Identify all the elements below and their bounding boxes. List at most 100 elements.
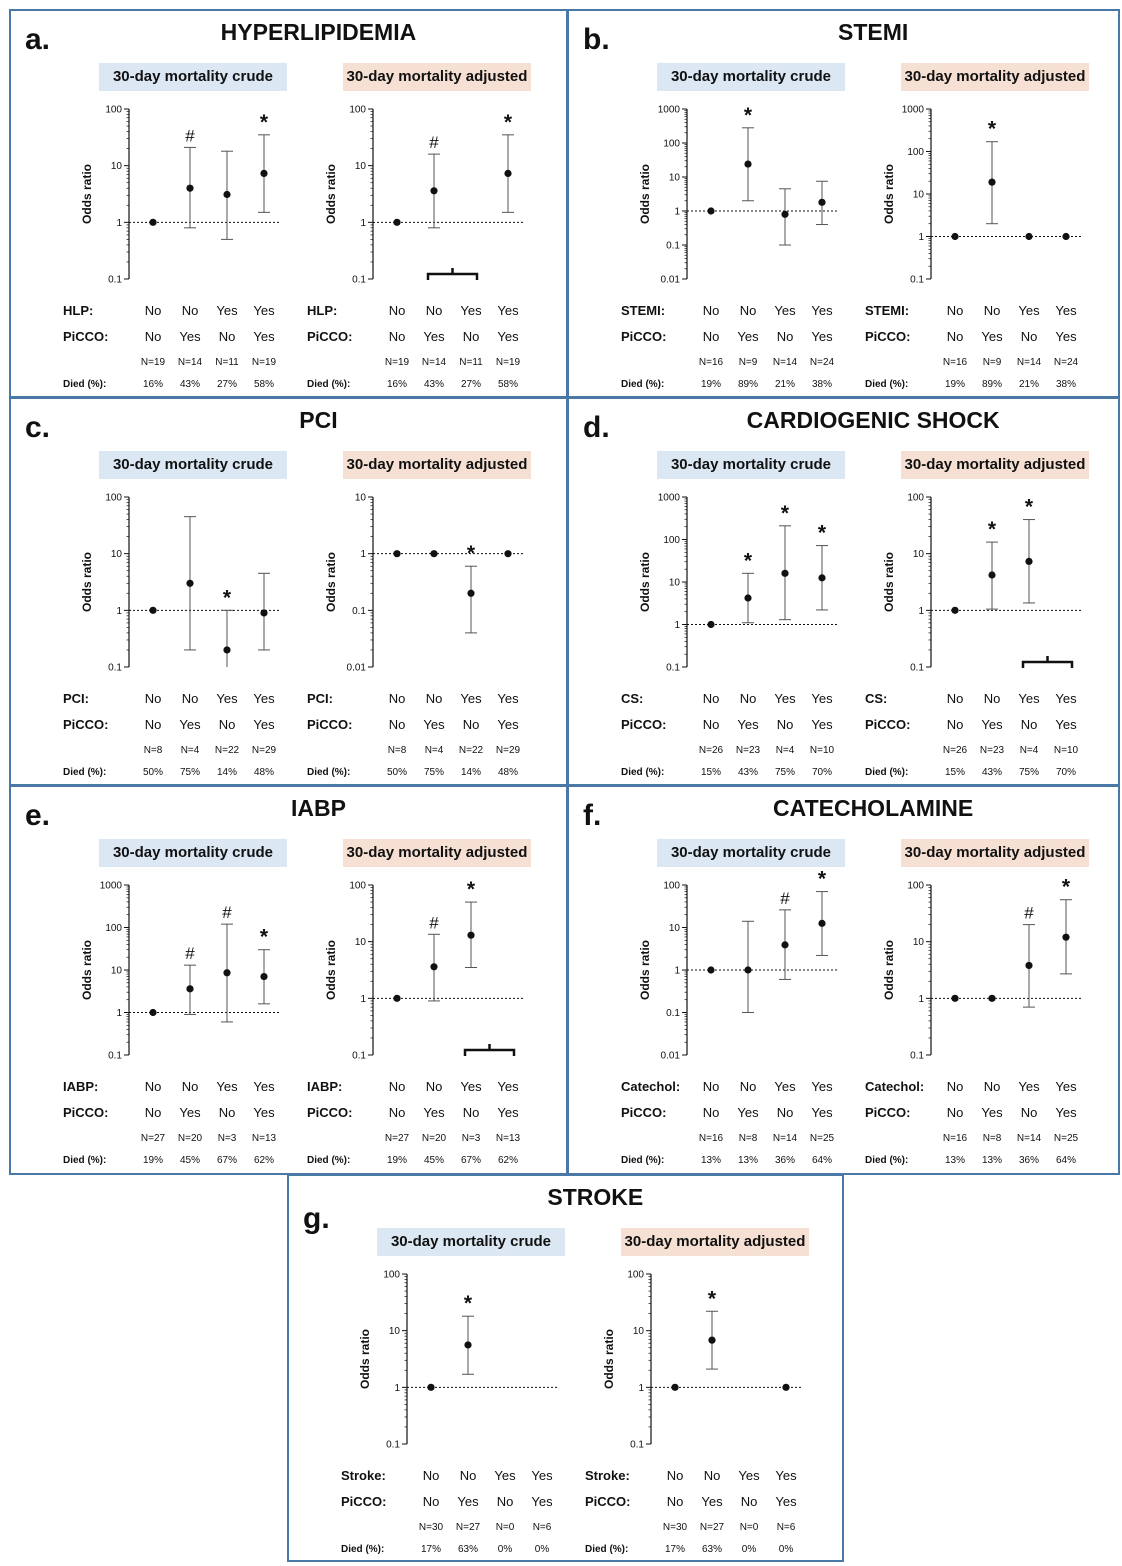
row-value-died: 58% xyxy=(498,379,518,390)
subtitle-crude: 30-day mortality crude xyxy=(657,839,845,867)
row-label-factor: IABP: xyxy=(307,1079,342,1094)
row-value-died: 0% xyxy=(779,1544,794,1555)
row-value-n: N=8 xyxy=(739,1133,758,1144)
row-value-died: 19% xyxy=(143,1155,163,1166)
row-value-picco: Yes xyxy=(179,329,201,344)
odds-ratio-point xyxy=(988,571,996,579)
y-tick-label: 10 xyxy=(669,923,681,934)
significance-hash: # xyxy=(429,913,439,932)
significance-star: * xyxy=(260,926,269,949)
row-label-factor: HLP: xyxy=(307,303,337,318)
row-value-n: N=24 xyxy=(1054,357,1079,368)
row-value-n: N=8 xyxy=(388,745,407,756)
panel-letter: f. xyxy=(583,799,602,832)
odds-ratio-point xyxy=(707,966,715,974)
row-value-picco: No xyxy=(741,1494,758,1509)
significance-hash: # xyxy=(780,889,790,908)
row-value-n: N=22 xyxy=(459,745,484,756)
row-value-n: N=16 xyxy=(943,357,968,368)
row-value-n: N=20 xyxy=(422,1133,447,1144)
row-value-picco: Yes xyxy=(981,329,1003,344)
row-value-factor: Yes xyxy=(775,1468,797,1483)
row-label-picco: PiCCO: xyxy=(865,717,911,732)
y-tick-label: 1000 xyxy=(658,493,681,504)
row-value-picco: No xyxy=(423,1494,440,1509)
y-tick-label: 1 xyxy=(674,620,680,631)
row-value-died: 36% xyxy=(775,1155,795,1166)
row-value-factor: No xyxy=(703,1079,720,1094)
row-value-n: N=30 xyxy=(419,1522,444,1533)
row-value-died: 50% xyxy=(143,767,163,778)
panel-letter: d. xyxy=(583,411,610,444)
y-tick-label: 10 xyxy=(633,1326,645,1337)
row-value-died: 43% xyxy=(424,379,444,390)
row-value-died: 48% xyxy=(254,767,274,778)
y-tick-label: 10 xyxy=(355,937,367,948)
y-tick-label: 100 xyxy=(907,493,924,504)
row-value-picco: Yes xyxy=(1055,329,1077,344)
row-value-n: N=10 xyxy=(810,745,835,756)
y-tick-label: 10 xyxy=(355,493,367,504)
group-bracket xyxy=(426,268,479,280)
row-value-n: N=24 xyxy=(810,357,835,368)
row-value-n: N=26 xyxy=(699,745,724,756)
odds-ratio-point xyxy=(951,606,959,614)
row-value-n: N=13 xyxy=(496,1133,521,1144)
y-tick-label: 100 xyxy=(663,881,680,892)
significance-star: * xyxy=(223,586,232,609)
row-value-died: 16% xyxy=(143,379,163,390)
y-tick-label: 1 xyxy=(638,1383,644,1394)
y-tick-label: 0.1 xyxy=(352,275,366,286)
row-value-died: 27% xyxy=(217,379,237,390)
row-value-factor: Yes xyxy=(494,1468,516,1483)
panel-letter: g. xyxy=(303,1202,330,1235)
row-value-picco: Yes xyxy=(253,1105,275,1120)
y-axis-label: Odds ratio xyxy=(80,552,94,612)
forest-plot-adjusted: 0.1 1 10 100 Odds ratio * * CS: No No Yes Yes PiCCO:… xyxy=(865,493,1081,778)
row-value-died: 43% xyxy=(982,767,1002,778)
odds-ratio-point xyxy=(186,985,194,993)
row-value-n: N=14 xyxy=(773,357,798,368)
row-value-picco: No xyxy=(947,1105,964,1120)
row-label-factor: CS: xyxy=(865,691,887,706)
row-value-factor: Yes xyxy=(774,303,796,318)
row-value-factor: Yes xyxy=(1018,691,1040,706)
significance-hash: # xyxy=(429,133,439,152)
y-tick-label: 100 xyxy=(907,147,924,158)
row-value-picco: No xyxy=(497,1494,514,1509)
row-value-died: 14% xyxy=(461,767,481,778)
significance-star: * xyxy=(708,1287,717,1310)
row-label-died: Died (%): xyxy=(307,379,350,390)
row-value-factor: No xyxy=(423,1468,440,1483)
forest-plot-crude: 0.1 1 10 100 Odds ratio # * HLP: No No Yes Yes PiCCO… xyxy=(63,105,279,390)
row-value-factor: Yes xyxy=(253,691,275,706)
row-value-picco: Yes xyxy=(811,329,833,344)
row-value-picco: No xyxy=(463,329,480,344)
y-tick-label: 10 xyxy=(355,161,367,172)
row-value-factor: No xyxy=(703,691,720,706)
forest-plot-adjusted: 0.1 1 10 100 Odds ratio # * Catechol: No No Yes Yes… xyxy=(865,876,1081,1166)
y-axis-label: Odds ratio xyxy=(324,552,338,612)
row-value-n: N=19 xyxy=(141,357,166,368)
row-value-factor: No xyxy=(389,1079,406,1094)
row-label-died: Died (%): xyxy=(341,1544,384,1555)
row-value-died: 70% xyxy=(1056,767,1076,778)
y-tick-label: 1 xyxy=(918,232,924,243)
row-value-died: 89% xyxy=(982,379,1002,390)
y-tick-label: 0.1 xyxy=(352,606,366,617)
row-value-n: N=11 xyxy=(459,357,483,368)
row-value-n: N=20 xyxy=(178,1133,203,1144)
significance-hash: # xyxy=(222,903,232,922)
y-tick-label: 1 xyxy=(394,1383,400,1394)
row-value-died: 48% xyxy=(498,767,518,778)
forest-plot-crude: 0.1 1 10 100 Odds ratio * PCI: No No Yes Yes PiCCO:… xyxy=(63,493,279,778)
y-tick-label: 0.1 xyxy=(910,663,924,674)
row-value-picco: No xyxy=(777,717,794,732)
row-value-died: 67% xyxy=(217,1155,237,1166)
row-value-factor: Yes xyxy=(811,303,833,318)
y-tick-label: 10 xyxy=(913,190,925,201)
row-value-died: 16% xyxy=(387,379,407,390)
row-value-picco: No xyxy=(219,1105,236,1120)
row-value-factor: Yes xyxy=(460,691,482,706)
odds-ratio-point xyxy=(464,1341,472,1349)
